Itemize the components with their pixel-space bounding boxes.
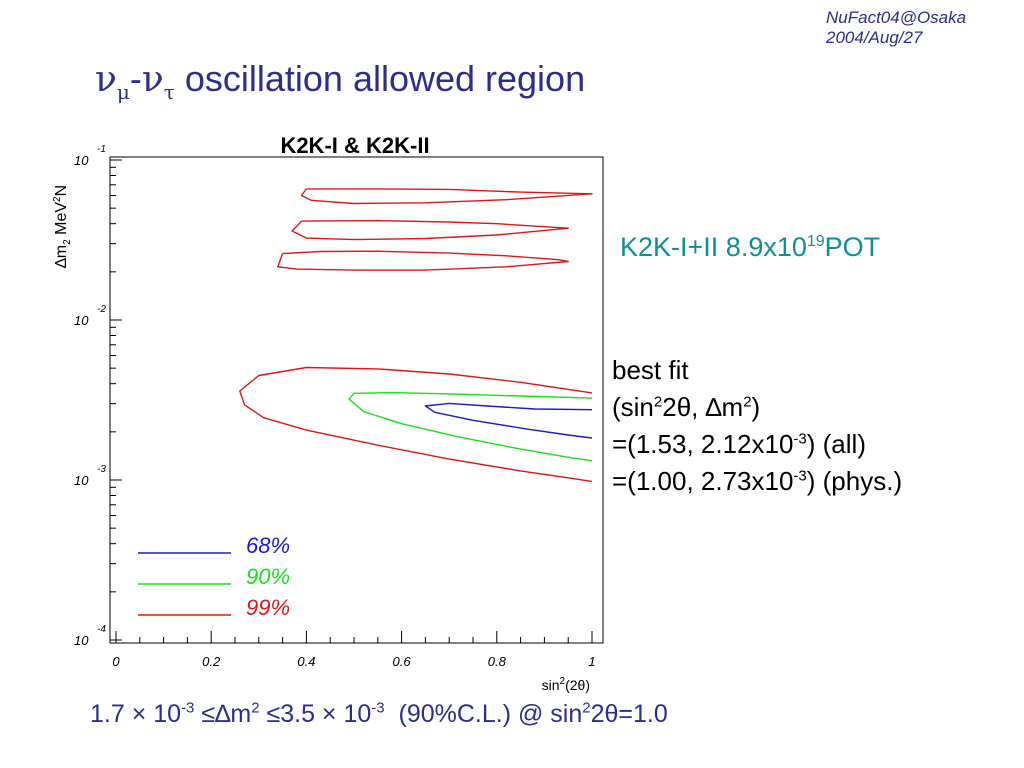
x-axis-label: sin2(2θ)	[542, 676, 590, 693]
y-axis-label-sup: 2	[52, 196, 63, 202]
range-low-exp: -3	[181, 699, 195, 717]
y-axis-label-tail: N	[53, 185, 70, 197]
contour-99pct	[277, 250, 569, 271]
bf-all-value: =(1.53, 2.12x10	[612, 429, 794, 459]
bf-phys-tail: ) (phys.)	[806, 466, 903, 496]
bf-theta-dm: 2θ, ∆m	[662, 392, 744, 422]
y-tick-label: 10	[74, 153, 89, 168]
legend-label: 90%	[246, 564, 290, 589]
conference-label: NuFact04@Osaka 2004/Aug/27	[826, 8, 966, 48]
legend-label: 99%	[246, 595, 290, 620]
range-theta: 2θ=1.0	[590, 700, 668, 728]
y-tick-exponent: -4	[97, 624, 106, 635]
y-tick-exponent: -2	[97, 304, 106, 315]
y-axis-label-text: ∆m	[53, 245, 70, 268]
best-fit-heading: best fit	[612, 355, 689, 385]
chart-legend: 68% 90% 99%	[138, 533, 290, 620]
y-tick-label: 10	[74, 473, 89, 488]
x-tick-label: 0.2	[202, 654, 221, 669]
bf-sin-exp: 2	[653, 393, 663, 411]
range-cl: (90%C.L.) @ sin	[384, 700, 583, 728]
y-tick-labels: 10 -1 10 -2 10 -3 10 -4	[74, 144, 106, 648]
plot-frame	[109, 156, 604, 644]
x-axis-label-text: sin	[542, 677, 560, 693]
y-axis-label: ∆m2 MeV2N	[52, 185, 73, 268]
x-tick-label: 0	[112, 654, 120, 669]
contour-99pct	[300, 188, 593, 205]
axis-ticks	[110, 159, 593, 643]
title-sub-tau: τ	[163, 80, 175, 105]
range-high-exp: -3	[371, 699, 385, 717]
conference-date: 2004/Aug/27	[826, 28, 923, 47]
pot-base: K2K-I+II 8.9x10	[620, 232, 807, 262]
range-dm-exp: 2	[251, 699, 260, 717]
contour-99pct	[291, 219, 569, 241]
bf-close: )	[751, 392, 761, 422]
chart-title: K2K-I & K2K-II	[280, 133, 429, 158]
title-sub-mu: μ	[116, 80, 130, 105]
bf-phys-exp: -3	[793, 467, 807, 485]
contour-99pct	[239, 366, 593, 483]
title-nu-2: ν	[141, 59, 164, 100]
x-tick-label: 0.8	[488, 654, 507, 669]
bf-dm-exp: 2	[743, 393, 752, 411]
bf-phys-value: =(1.00, 2.73x10	[612, 466, 794, 496]
contour-68pct	[424, 402, 593, 439]
y-tick-exponent: -3	[97, 464, 106, 475]
range-dm: ≤∆m	[194, 700, 252, 728]
x-tick-labels: 0 0.2 0.4 0.6 0.8 1	[112, 654, 595, 669]
y-axis-label-sub: 2	[62, 239, 73, 245]
y-axis-label-unit: MeV	[53, 202, 70, 240]
best-fit-block: best fit (sin22θ, ∆m2) =(1.53, 2.12x10-3…	[612, 352, 902, 500]
range-low: 1.7 × 10	[90, 700, 182, 728]
best-fit-phys: =(1.00, 2.73x10-3) (phys.)	[612, 463, 902, 500]
bf-all-tail: ) (all)	[806, 429, 866, 459]
title-dash: -	[129, 58, 142, 99]
y-tick-exponent: -1	[97, 144, 106, 155]
best-fit-all: =(1.53, 2.12x10-3) (all)	[612, 426, 902, 463]
slide-title: νμ-ντ oscillation allowed region	[95, 58, 586, 102]
contour-lines	[239, 188, 593, 483]
title-text: oscillation allowed region	[174, 58, 586, 99]
conference-name: NuFact04@Osaka	[826, 8, 967, 27]
pot-exponent: 19	[806, 233, 825, 250]
best-fit-params: (sin22θ, ∆m2)	[612, 389, 902, 426]
range-high: ≤3.5 × 10	[259, 700, 372, 728]
pot-unit: POT	[824, 232, 881, 262]
y-tick-label: 10	[74, 633, 89, 648]
contour-90pct	[348, 391, 593, 462]
title-nu-1: ν	[95, 59, 117, 100]
x-tick-label: 0.6	[393, 654, 412, 669]
y-tick-label: 10	[74, 313, 89, 328]
allowed-range-summary: 1.7 × 10-3 ≤∆m2 ≤3.5 × 10-3 (90%C.L.) @ …	[90, 700, 668, 729]
legend-label: 68%	[246, 533, 290, 558]
range-sin-exp: 2	[582, 699, 591, 717]
bf-sin: (sin	[612, 392, 654, 422]
bf-all-exp: -3	[793, 430, 807, 448]
x-tick-label: 0.4	[297, 654, 315, 669]
x-axis-label-sup: 2	[560, 676, 566, 687]
x-tick-label: 1	[588, 654, 595, 669]
x-axis-label-rest: (2θ)	[565, 677, 590, 693]
pot-label: K2K-I+II 8.9x1019POT	[620, 232, 880, 263]
